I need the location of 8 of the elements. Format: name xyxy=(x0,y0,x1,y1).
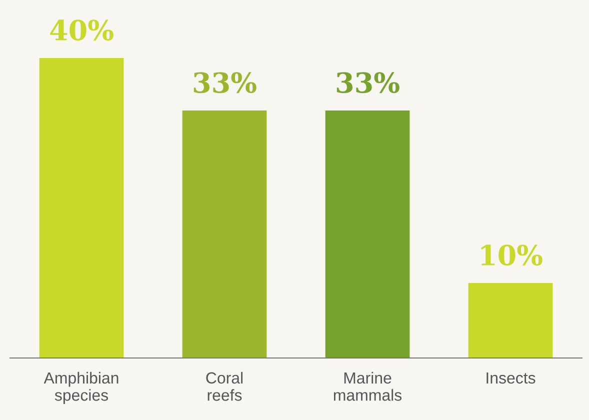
data-label: 40% xyxy=(50,20,114,41)
data-label: 33% xyxy=(194,72,256,94)
data-label: 33% xyxy=(336,72,400,94)
data-label: 10% xyxy=(481,244,542,266)
x-tick-label: Marine mammals xyxy=(334,372,402,401)
x-tick-label: Insects xyxy=(486,372,536,384)
x-tick-label: Coral reefs xyxy=(206,372,243,401)
x-tick-label: Amphibian species xyxy=(44,372,118,404)
